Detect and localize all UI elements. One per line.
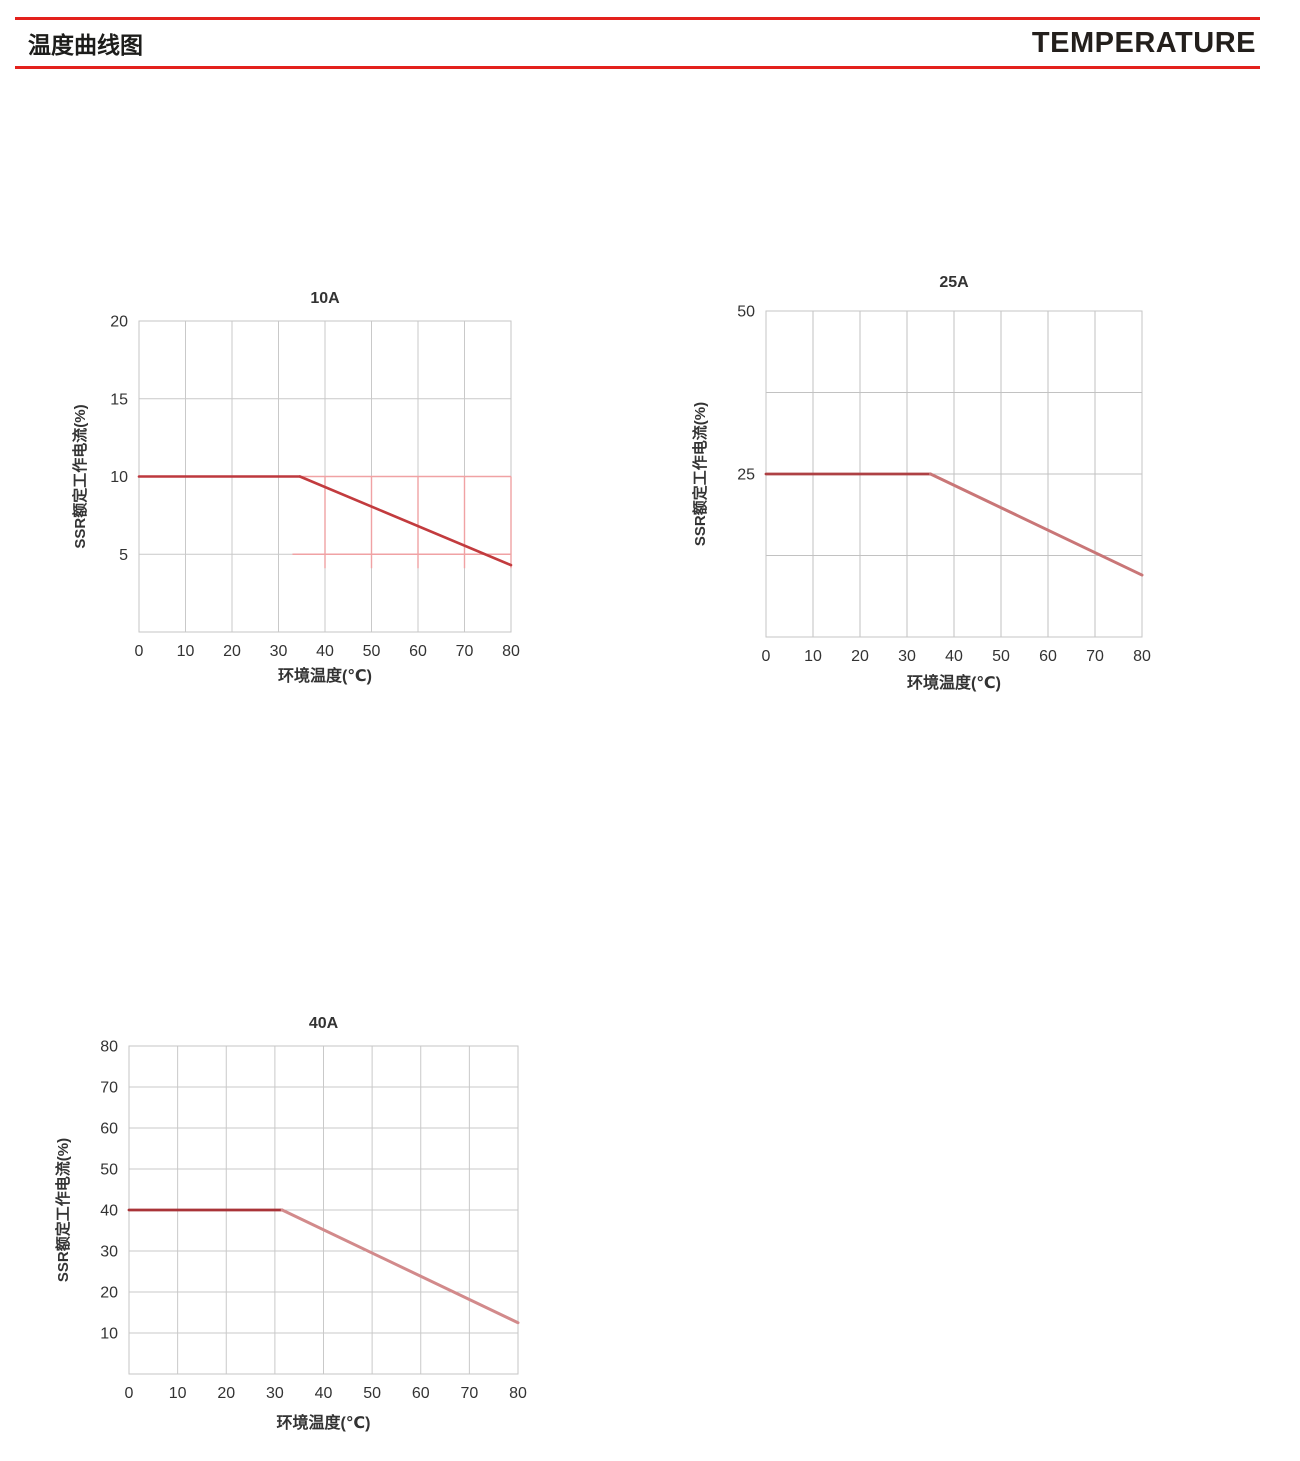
x-tick-label: 60 [1039,648,1057,665]
y-tick-label: 50 [737,304,755,321]
x-tick-label: 10 [177,643,195,660]
y-tick-label: 60 [100,1121,118,1138]
y-tick-label: 10 [110,469,128,486]
rated-current-derating-line [929,472,1144,577]
x-tick-label: 60 [412,1385,430,1402]
x-tick-label: 80 [1133,648,1151,665]
page-title-zh: 温度曲线图 [28,32,143,58]
y-tick-label: 5 [119,547,128,564]
x-tick-label: 0 [762,648,771,665]
x-tick-label: 80 [509,1385,527,1402]
y-axis-label: SSR额定工作电流(%) [54,1138,72,1282]
y-tick-label: 80 [100,1039,118,1056]
chart-title: 40A [309,1015,339,1032]
y-axis-label: SSR额定工作电流(%) [691,402,709,546]
header-bottom-rule [15,66,1260,69]
chart-title: 25A [939,274,969,291]
chart-title: 10A [310,290,340,307]
y-axis-label: SSR额定工作电流(%) [71,404,89,548]
x-axis-label: 环境温度(℃) [278,666,372,685]
y-tick-label: 20 [100,1285,118,1302]
x-tick-label: 50 [363,1385,381,1402]
x-axis-label: 环境温度(℃) [276,1413,370,1432]
x-tick-label: 20 [223,643,241,660]
x-axis-label: 环境温度(℃) [907,673,1001,692]
x-tick-label: 10 [169,1385,187,1402]
x-tick-label: 70 [1086,648,1104,665]
temperature-chart-10a: 5 10 15 20 0 10 20 30 40 50 60 70 80 10A 环境温度(℃) SSR额定工… [71,290,520,685]
rated-current-derating-line [298,475,513,567]
x-tick-label: 40 [945,648,963,665]
y-tick-label: 10 [100,1326,118,1343]
x-tick-label: 30 [266,1385,284,1402]
x-tick-label: 20 [851,648,869,665]
x-tick-label: 10 [804,648,822,665]
page-title-en: TEMPERATURE [1031,26,1256,59]
temperature-chart-25a: 25 50 0 10 20 30 40 50 60 70 80 25A 环境温度(℃) SSR额定工作电流… [691,274,1151,692]
rated-current-derating-line [280,1208,520,1325]
page-header: 温度曲线图 TEMPERATURE [15,17,1260,69]
header-row: 温度曲线图 TEMPERATURE [15,20,1260,66]
x-tick-label: 70 [460,1385,478,1402]
y-tick-label: 20 [110,314,128,331]
x-tick-label: 30 [270,643,288,660]
temperature-chart-40a: 10 20 30 40 50 60 70 80 0 10 20 30 40 50 60 70 80 40A 环境温度… [54,1015,527,1432]
x-tick-label: 0 [125,1385,134,1402]
y-tick-label: 30 [100,1244,118,1261]
x-tick-label: 70 [456,643,474,660]
x-tick-label: 0 [135,643,144,660]
x-tick-label: 80 [502,643,520,660]
x-tick-label: 30 [898,648,916,665]
x-tick-label: 50 [992,648,1010,665]
y-tick-label: 40 [100,1203,118,1220]
x-tick-label: 40 [316,643,334,660]
x-tick-label: 50 [363,643,381,660]
x-tick-label: 20 [217,1385,235,1402]
x-tick-label: 40 [315,1385,333,1402]
y-tick-label: 25 [737,467,755,484]
y-tick-label: 15 [110,391,128,408]
header-top-rule [15,17,1260,20]
x-tick-label: 60 [409,643,427,660]
y-tick-label: 50 [100,1162,118,1179]
y-tick-label: 70 [100,1080,118,1097]
